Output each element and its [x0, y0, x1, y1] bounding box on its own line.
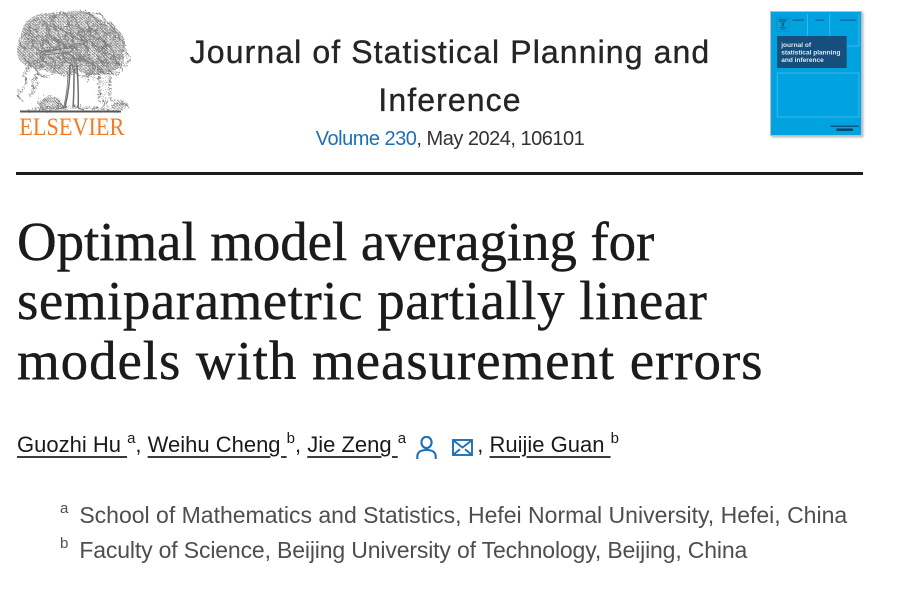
svg-text:ELSEVIER: ELSEVIER [19, 114, 124, 141]
svg-text:journal of: journal of [780, 42, 812, 49]
svg-text:and inference: and inference [781, 57, 824, 64]
svg-text:statistical planning: statistical planning [781, 50, 840, 57]
